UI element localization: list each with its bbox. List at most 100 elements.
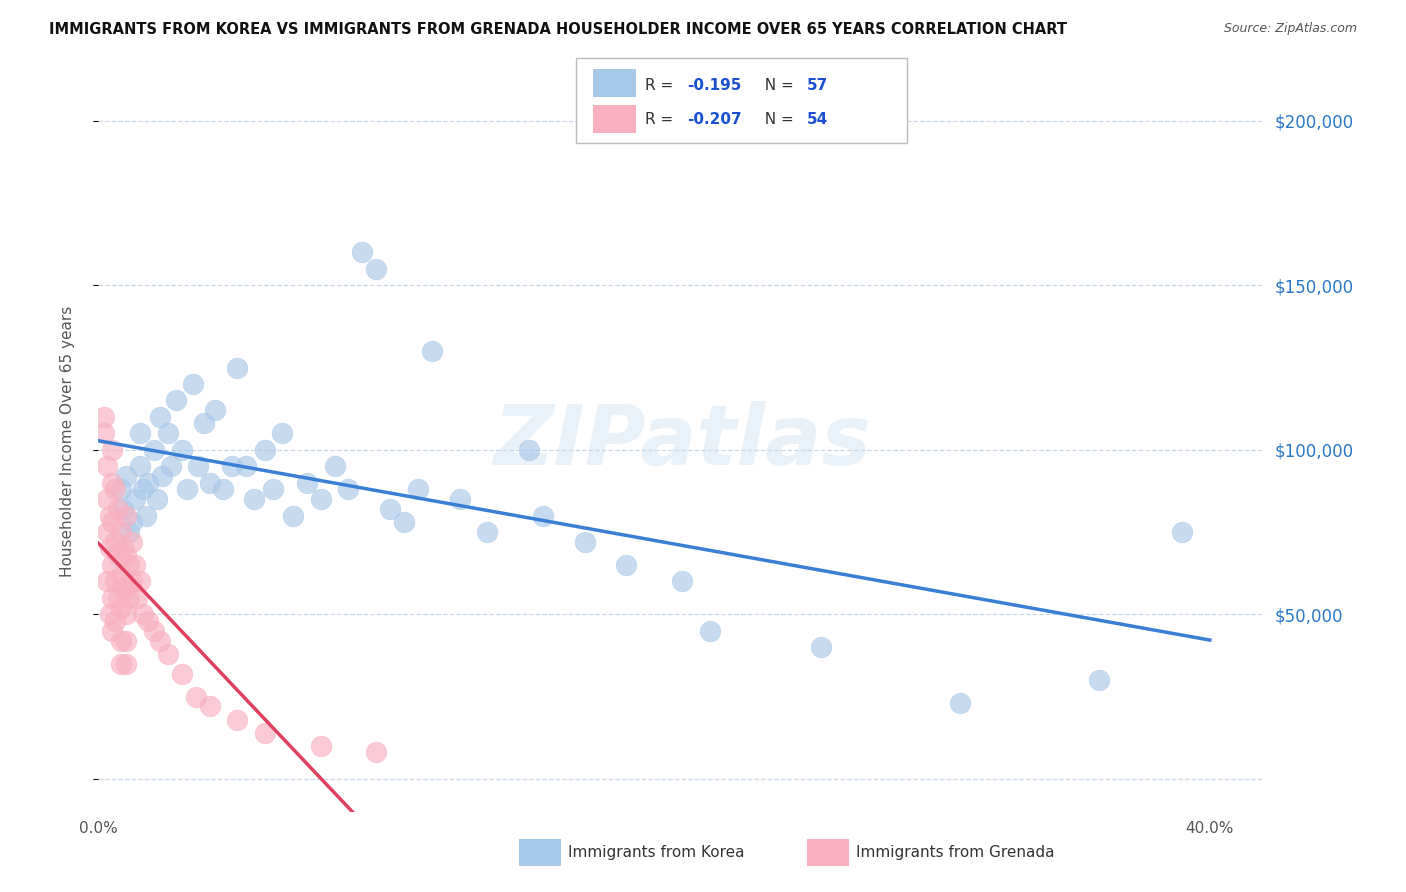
Point [129,459,152,474]
Point [118,591,141,605]
Point [112,581,135,595]
Point [517,442,540,457]
Point [337,482,360,496]
Point [204,403,226,417]
Point [138,614,160,628]
Text: IMMIGRANTS FROM KOREA VS IMMIGRANTS FROM GRENADA HOUSEHOLDER INCOME OVER 65 YEAR: IMMIGRANTS FROM KOREA VS IMMIGRANTS FROM… [49,22,1067,37]
Y-axis label: Householder Income Over 65 years: Householder Income Over 65 years [60,306,75,577]
Point [143,624,166,638]
Point [96,574,118,589]
Text: R =: R = [645,112,679,127]
Text: N =: N = [755,112,799,127]
Point [101,442,124,457]
Point [135,508,157,523]
Point [101,475,124,490]
Point [406,482,429,496]
Point [323,459,346,474]
Point [146,492,169,507]
Text: N =: N = [755,78,799,93]
Point [115,469,138,483]
Point [309,492,332,507]
Point [101,558,124,572]
Point [121,574,143,589]
Text: Immigrants from Grenada: Immigrants from Grenada [856,846,1054,860]
Point [243,492,266,507]
Point [1087,673,1109,687]
Point [235,459,257,474]
Point [176,482,198,496]
Point [96,524,118,539]
Point [181,376,204,391]
Point [101,591,124,605]
Point [129,426,152,441]
Point [187,459,209,474]
Point [110,657,132,671]
Point [107,591,129,605]
Point [121,515,143,529]
Point [531,508,554,523]
Point [352,245,374,260]
Point [110,524,132,539]
Point [132,607,155,622]
Point [107,548,129,562]
Point [614,558,637,572]
Point [810,640,832,655]
Text: -0.195: -0.195 [688,78,742,93]
Point [1171,524,1194,539]
Point [121,535,143,549]
Point [254,442,277,457]
Point [98,607,121,622]
Point [156,647,179,661]
Point [226,713,249,727]
Point [309,739,332,753]
Point [124,492,146,507]
Point [281,508,304,523]
Point [420,344,443,359]
Point [101,624,124,638]
Point [150,469,173,483]
Text: -0.207: -0.207 [688,112,742,127]
Point [132,482,155,496]
Point [118,558,141,572]
Point [110,482,132,496]
Point [98,508,121,523]
Point [392,515,415,529]
Point [98,541,121,556]
Point [115,657,138,671]
Point [165,393,187,408]
Text: Immigrants from Korea: Immigrants from Korea [568,846,745,860]
Point [295,475,318,490]
Point [115,548,138,562]
Point [129,574,152,589]
Point [212,482,235,496]
Point [112,502,135,516]
Text: Source: ZipAtlas.com: Source: ZipAtlas.com [1223,22,1357,36]
Point [143,442,166,457]
Point [127,591,149,605]
Point [366,261,388,276]
Point [477,524,499,539]
Point [198,475,221,490]
Point [115,607,138,622]
Text: 54: 54 [807,112,828,127]
Point [159,459,181,474]
Point [104,482,127,496]
Point [671,574,693,589]
Point [449,492,471,507]
Point [118,524,141,539]
Point [104,614,127,628]
Point [104,574,127,589]
Point [115,581,138,595]
Text: 57: 57 [807,78,828,93]
Point [110,600,132,615]
Point [110,567,132,582]
Point [101,515,124,529]
Point [184,690,207,704]
Point [148,633,170,648]
Point [110,633,132,648]
Point [574,535,596,549]
Point [380,502,402,516]
Point [198,699,221,714]
Point [156,426,179,441]
Point [93,426,115,441]
